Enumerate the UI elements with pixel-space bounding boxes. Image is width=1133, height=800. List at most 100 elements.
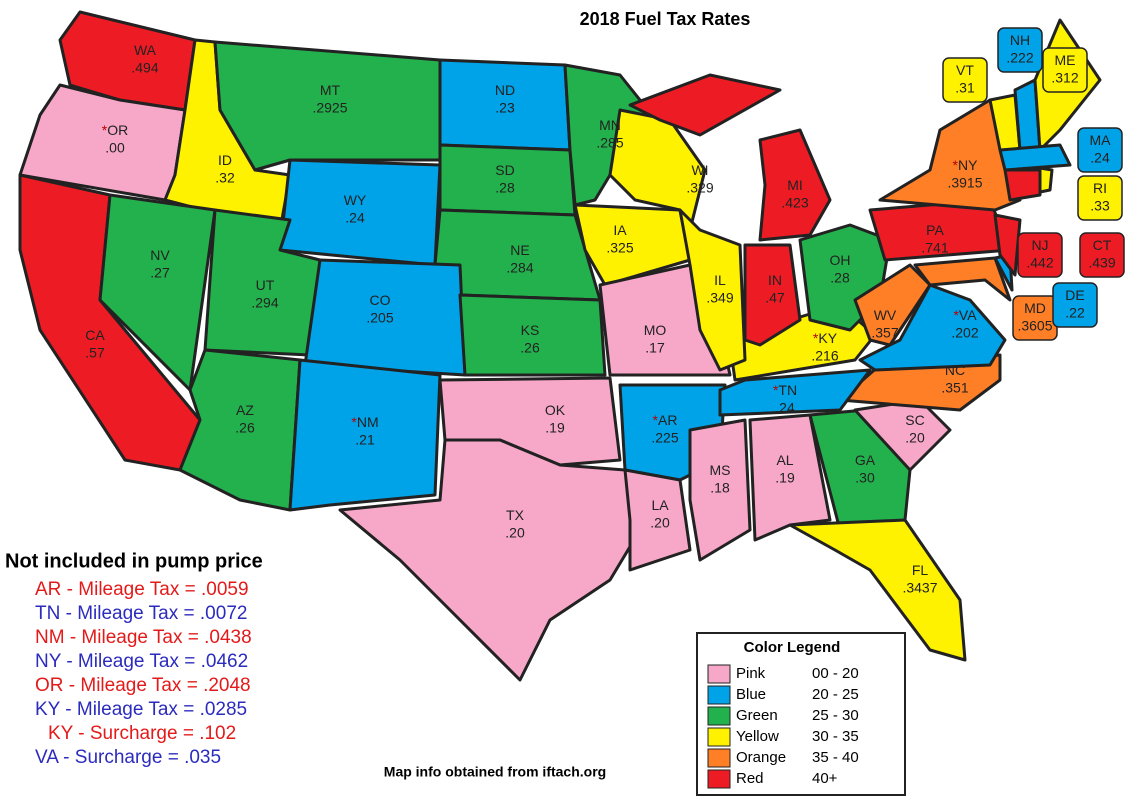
state-code: ME <box>1055 52 1076 68</box>
legend-swatch <box>707 769 731 789</box>
state-code: NH <box>1010 32 1030 48</box>
state-code-text: CO <box>370 292 391 308</box>
state <box>743 243 802 347</box>
state-rate: .225 <box>651 430 678 446</box>
state-code-text: RI <box>1093 180 1107 196</box>
state-rate: .26 <box>520 340 540 356</box>
state <box>748 413 832 542</box>
state-code-text: LA <box>651 497 669 513</box>
state-code: DE <box>1065 287 1084 303</box>
state-code-text: CT <box>1093 237 1112 253</box>
legend-range: 25 - 30 <box>812 707 859 724</box>
state <box>993 213 1022 277</box>
legend-range: 30 - 35 <box>812 728 859 745</box>
source: Map info obtained from iftach.org <box>384 764 606 780</box>
state-code-text: ID <box>218 152 232 168</box>
state-code: VT <box>956 62 974 78</box>
state <box>688 418 752 562</box>
state-code: WI <box>691 162 708 178</box>
state-code-text: TX <box>506 507 525 523</box>
state-code-text: NV <box>150 247 170 263</box>
state-rate: .205 <box>366 310 393 326</box>
state-code: MI <box>787 177 803 193</box>
legend-swatch <box>707 727 731 747</box>
state <box>288 358 442 512</box>
state-callout <box>1042 47 1088 93</box>
state-code-text: FL <box>912 562 929 578</box>
state-callout <box>1017 232 1063 278</box>
state-rate: .222 <box>1006 50 1033 66</box>
note-line: TN - Mileage Tax = .0072 <box>35 603 247 624</box>
state-rate: .3605 <box>1017 318 1052 334</box>
state-code: AZ <box>236 402 254 418</box>
state-rate: .357 <box>871 325 898 341</box>
state-rate: .202 <box>951 325 978 341</box>
state <box>458 293 607 377</box>
state-code: MN <box>599 117 621 133</box>
state-rate: .26 <box>235 420 255 436</box>
state-code: ND <box>495 82 515 98</box>
state-code-text: MN <box>599 117 621 133</box>
legend-name: Blue <box>736 686 766 703</box>
state-rate: .19 <box>545 420 565 436</box>
notes: AR - Mileage Tax = .0059 TN - Mileage Tax… <box>35 579 252 768</box>
state-rate: .20 <box>505 525 525 541</box>
state-code: MO <box>644 322 667 338</box>
state-code: *TN <box>773 382 797 398</box>
state-code: FL <box>912 562 929 578</box>
state-code-text: AL <box>776 452 793 468</box>
flag: * <box>653 412 659 428</box>
state-code-text: DE <box>1065 287 1084 303</box>
state-callout <box>1077 175 1123 221</box>
state-rate: .27 <box>150 265 170 281</box>
state-rate: .349 <box>706 290 733 306</box>
legend-name: Green <box>736 707 778 724</box>
state-callout <box>1052 282 1098 328</box>
legend-name: Orange <box>736 749 786 766</box>
state-code: TX <box>506 507 525 523</box>
state-rate: .325 <box>606 240 633 256</box>
legend-range: 20 - 25 <box>812 686 859 703</box>
state <box>1003 168 1042 202</box>
state-code-text: OK <box>545 402 566 418</box>
state-code-text: IA <box>613 222 627 238</box>
state-rate: .28 <box>830 270 850 286</box>
state-code-text: MD <box>1024 300 1046 316</box>
flag: * <box>773 382 779 398</box>
state-rate: .2925 <box>312 100 347 116</box>
state-code-text: NJ <box>1031 237 1048 253</box>
state-code: IL <box>714 272 726 288</box>
state <box>853 263 932 347</box>
state-code: SD <box>495 162 514 178</box>
legend-name: Red <box>736 770 764 787</box>
state-code: WY <box>344 192 367 208</box>
state-rate: .442 <box>1026 255 1053 271</box>
state-code: PA <box>926 222 944 238</box>
state-code-text: WV <box>874 307 897 323</box>
state-code: WA <box>134 42 157 58</box>
legend-title: Color Legend <box>744 639 841 656</box>
state-code-text: VA <box>959 307 977 323</box>
state-rate: .216 <box>811 348 838 364</box>
state-code-text: AZ <box>236 402 254 418</box>
state-code: MA <box>1090 132 1112 148</box>
legend-swatch <box>707 685 731 705</box>
state-code: ID <box>218 152 232 168</box>
state-code: NC <box>945 362 965 378</box>
state-rate: .351 <box>941 380 968 396</box>
flag: * <box>953 307 959 323</box>
state-code: *OR <box>102 122 128 138</box>
state-code-text: MA <box>1090 132 1112 148</box>
note-line: VA - Surcharge = .035 <box>35 747 221 768</box>
state-code: UT <box>256 277 275 293</box>
legend-swatch <box>707 706 731 726</box>
legend-range: 35 - 40 <box>812 749 859 766</box>
legend-box <box>696 632 906 796</box>
state-code: OK <box>545 402 566 418</box>
state-rate: .17 <box>645 340 665 356</box>
state-code-text: IN <box>768 272 782 288</box>
state-code-text: KS <box>521 322 540 338</box>
state-code-text: VT <box>956 62 974 78</box>
legend-range: 40+ <box>812 770 838 787</box>
